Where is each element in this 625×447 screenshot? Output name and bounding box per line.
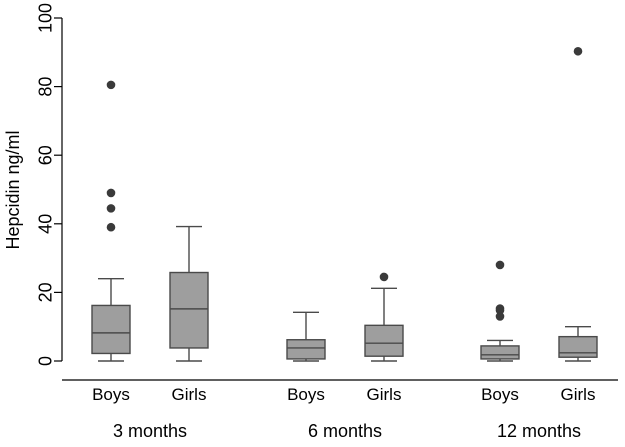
outlier-point <box>106 222 116 232</box>
plot-area <box>91 46 598 362</box>
x-axis: Boys Girls 3 months Boys Girls 6 months Boys Gi… <box>62 379 618 441</box>
outlier-point <box>379 272 389 282</box>
y-axis: 0 20 40 60 80 100 <box>35 3 63 366</box>
outlier-point <box>106 204 116 213</box>
group-label: 6 months <box>308 421 382 441</box>
box-boys <box>91 304 131 355</box>
category-label: Boys <box>481 385 519 404</box>
category-label: Boys <box>287 385 325 404</box>
box-boys <box>480 345 520 360</box>
y-tick-label: 0 <box>35 356 55 366</box>
outlier-point <box>106 80 116 90</box>
group-label: 12 months <box>497 421 581 441</box>
box-boys <box>286 339 326 360</box>
outlier-point <box>495 260 505 270</box>
category-label: Boys <box>92 385 130 404</box>
group-label: 3 months <box>113 421 187 441</box>
outlier-point <box>573 46 583 56</box>
category-label: Girls <box>172 385 207 404</box>
y-axis-title: Hepcidin ng/ml <box>3 130 23 249</box>
outlier-point <box>106 188 116 198</box>
box-girls <box>364 324 404 357</box>
box-girls <box>169 271 209 349</box>
outlier-point <box>495 312 505 321</box>
outlier-point <box>495 304 505 313</box>
category-label: Girls <box>561 385 596 404</box>
y-tick-label: 80 <box>35 77 55 97</box>
y-tick-label: 20 <box>35 282 55 302</box>
box-girls <box>558 335 598 358</box>
y-tick-label: 40 <box>35 214 55 234</box>
category-label: Girls <box>367 385 402 404</box>
y-tick-label: 60 <box>35 145 55 165</box>
y-tick-label: 100 <box>35 3 55 33</box>
